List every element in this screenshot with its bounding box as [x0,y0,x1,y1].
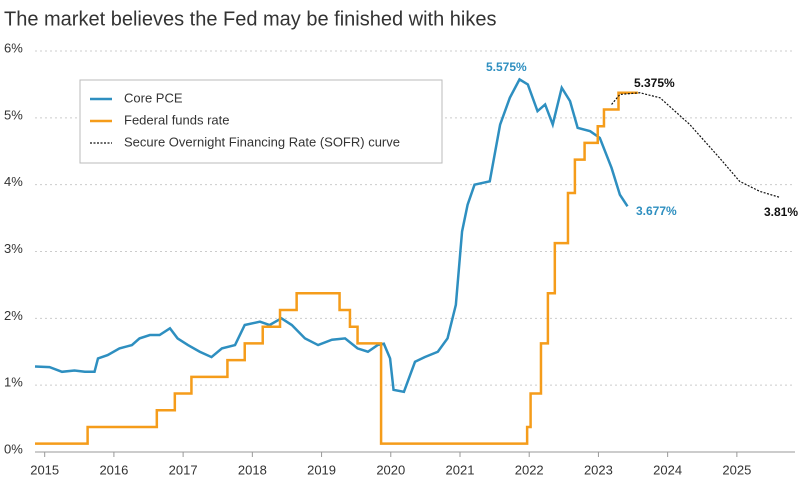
x-tick-label: 2019 [307,462,336,477]
x-tick-label: 2025 [722,462,751,477]
series-line [35,91,638,445]
x-tick-label: 2016 [99,462,128,477]
x-tick-label: 2024 [653,462,682,477]
annotation: 3.677% [636,204,677,218]
x-tick-label: 2020 [376,462,405,477]
x-tick-label: 2018 [238,462,267,477]
annotation: 5.375% [634,76,675,90]
x-tick-label: 2023 [584,462,613,477]
chart-title: The market believes the Fed may be finis… [4,8,496,30]
y-tick-label: 0% [4,441,23,456]
legend-box [79,79,443,164]
x-tick-label: 2022 [515,462,544,477]
series-line [611,92,780,198]
y-tick-label: 5% [4,107,23,122]
legend-label: Core PCE [124,90,183,105]
y-tick-label: 4% [4,174,23,189]
x-tick-label: 2015 [30,462,59,477]
x-tick-label: 2021 [446,462,475,477]
annotation: 5.575% [486,60,527,74]
y-tick-label: 3% [4,241,23,256]
y-tick-label: 2% [4,308,23,323]
y-tick-label: 1% [4,375,23,390]
y-tick-label: 6% [4,40,23,55]
annotation: 3.81% [764,205,798,219]
x-tick-label: 2017 [169,462,198,477]
legend-label: Secure Overnight Financing Rate (SOFR) c… [124,134,400,149]
series-line [34,77,629,394]
legend-label: Federal funds rate [124,112,230,127]
